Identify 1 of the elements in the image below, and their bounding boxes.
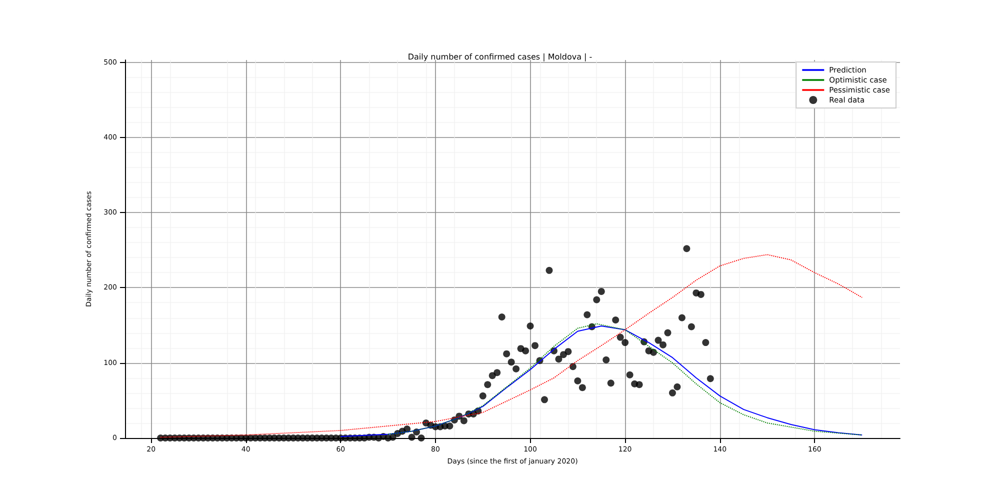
chart-title: Daily number of confirmed cases | Moldova | -	[408, 52, 592, 62]
